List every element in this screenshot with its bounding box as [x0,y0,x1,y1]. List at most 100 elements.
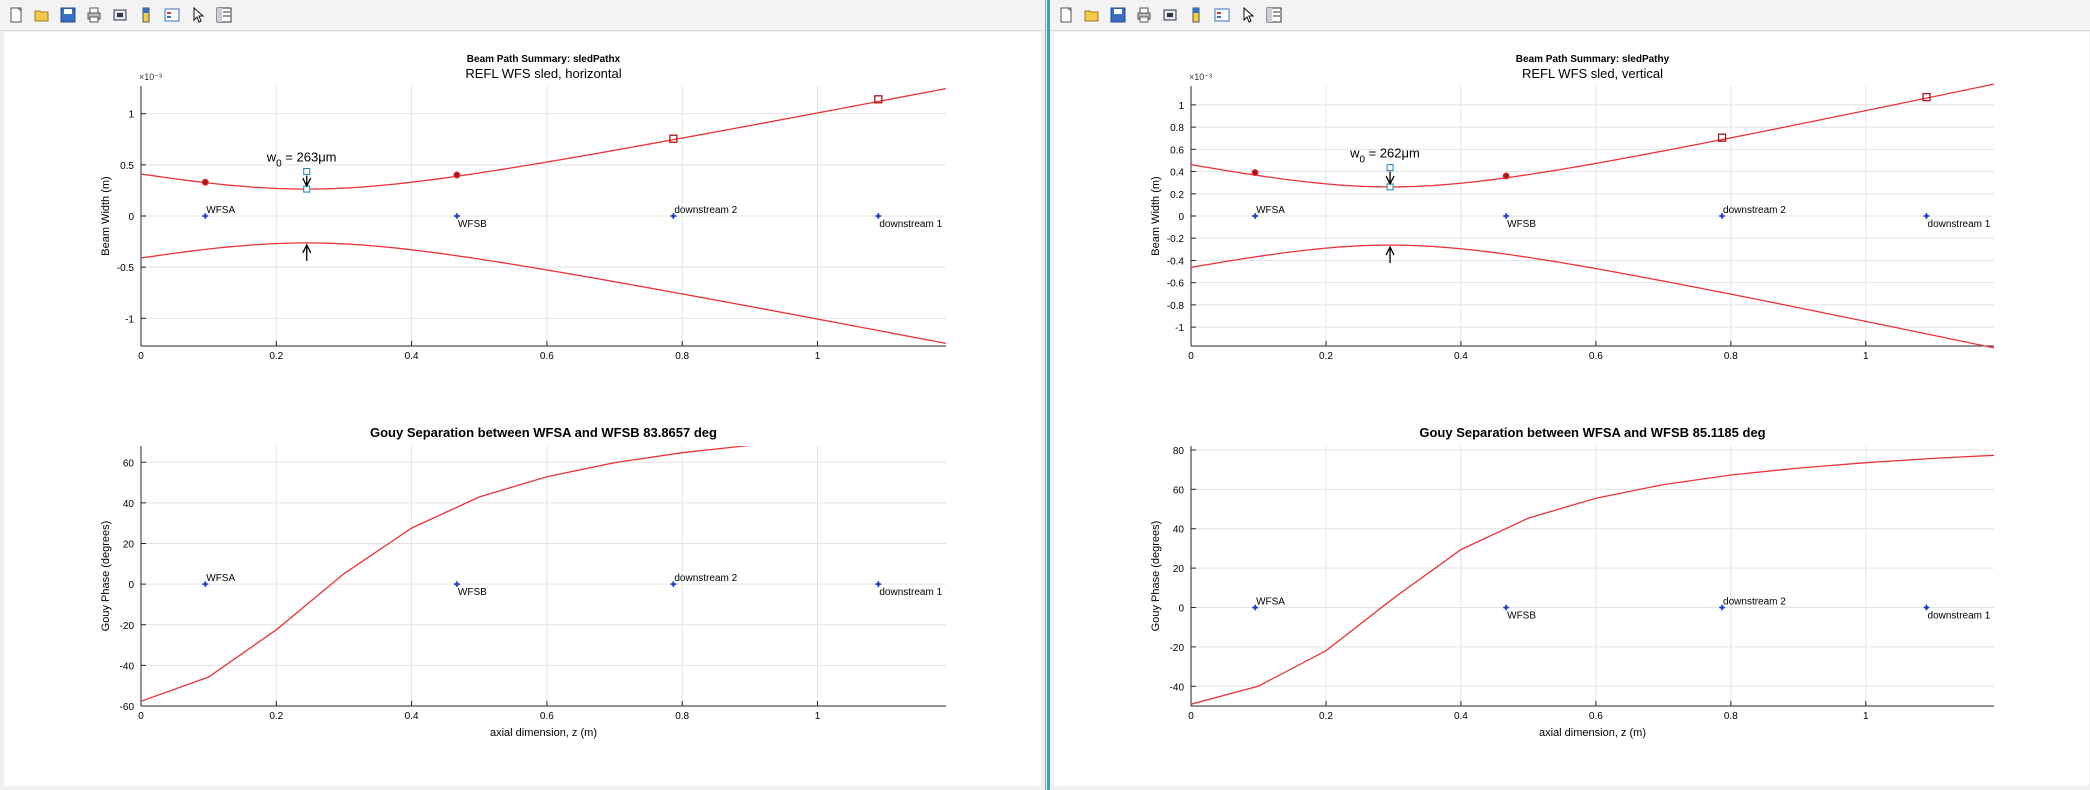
x-tick-label: 1 [815,711,821,722]
y-tick-label: 60 [1173,485,1185,496]
beam-width-plot: 0 0.2 0.4 0.6 0.8 1 -1 -0.5 0 0.5 1 Beam Width (m) w… [100,72,947,362]
y-axis-label: Beam Width (m) [1150,176,1162,255]
new-figure-icon[interactable] [6,5,26,25]
y-tick-label: -0.5 [117,263,135,274]
x-tick-label: 0.8 [675,351,689,362]
property-editor-icon[interactable] [1264,5,1284,25]
y-tick-label: -40 [1170,682,1185,693]
y-tick-label: 40 [123,499,135,510]
chart-title: Gouy Separation between WFSA and WFSB 85… [1419,425,1765,440]
x-tick-label: 0.8 [675,711,689,722]
component-beam-marker [1717,133,1727,142]
x-tick-label: 0.4 [405,351,419,362]
component-marker-dot [203,214,208,218]
y-tick-label: -1 [1175,323,1184,334]
print-preview-icon[interactable] [110,5,130,25]
waist-arrow-upper [302,175,312,188]
component-beam-marker [874,95,883,104]
pointer-icon[interactable] [1238,5,1258,25]
figure-toolbar [0,0,1045,31]
component-label: downstream 1 [1928,219,1991,230]
y-tick-label: -0.6 [1167,279,1185,290]
y-scale-exponent: ×10⁻³ [1189,72,1212,82]
chart-title: Gouy Separation between WFSA and WFSB 83… [370,425,717,440]
component-label: WFSB [1507,611,1536,622]
component-marker-dot [671,582,676,586]
x-tick-label: 0.6 [540,711,554,722]
component-beam-marker [1922,92,1931,102]
y-tick-label: 0.6 [1170,145,1184,156]
print-icon[interactable] [84,5,104,25]
figure-toolbar [1050,0,2090,31]
pointer-icon[interactable] [188,5,208,25]
component-marker-dot [876,582,881,586]
x-tick-label: 0.2 [269,351,283,362]
component-marker-dot [1720,605,1724,610]
figure-canvas: Beam Path Summary: sledPathy REFL WFS sle… [1054,32,2089,786]
component-marker-dot [1253,605,1257,610]
x-tick-label: 0.8 [1724,711,1738,722]
component-beam-marker [201,178,209,186]
y-tick-label: 40 [1173,525,1185,536]
component-label: downstream 2 [1723,597,1786,608]
component-label: WFSB [458,587,487,598]
colorbar-icon[interactable] [136,5,156,25]
component-beam-marker [1251,169,1259,177]
new-figure-icon[interactable] [1056,5,1076,25]
y-tick-label: 0 [128,580,134,591]
y-tick-label: -20 [120,621,135,632]
waist-marker-upper [1386,164,1394,172]
component-label: WFSA [206,205,235,216]
y-tick-label: 0.5 [120,161,134,172]
legend-icon[interactable] [1212,5,1232,25]
open-file-icon[interactable] [1082,5,1102,25]
x-tick-label: 0.2 [269,711,283,722]
component-marker-dot [1924,214,1929,218]
save-icon[interactable] [58,5,78,25]
y-tick-label: 1 [128,110,134,121]
waist-arrow-upper [1385,171,1395,186]
component-label: WFSA [1256,205,1285,216]
figure-window-right: Beam Path Summary: sledPathy REFL WFS sle… [1047,0,2090,790]
gouy-phase-curve [141,446,751,702]
component-label: WFSA [206,573,235,584]
gouy-phase-plot: 0 0.2 0.4 0.6 0.8 1 -60 -40 -20 0 20 40 60 Gouy Phase… [100,446,946,739]
component-label: downstream 2 [1723,205,1786,216]
component-marker-dot [671,214,676,218]
legend-icon[interactable] [162,5,182,25]
chart-title: Beam Path Summary: sledPathy [1516,54,1670,65]
y-tick-label: 60 [123,458,135,469]
print-icon[interactable] [1134,5,1154,25]
open-file-icon[interactable] [32,5,52,25]
property-editor-icon[interactable] [214,5,234,25]
beam-width-plot: 0 0.2 0.4 0.6 0.8 1 -1 -0.8 -0.6 -0.4 -0.2 0 0.2 0.4 0… [1150,72,1995,362]
component-beam-marker [1502,172,1510,180]
y-axis-label: Beam Width (m) [100,176,112,255]
y-scale-exponent: ×10⁻³ [139,72,162,82]
x-tick-label: 0.2 [1319,711,1333,722]
waist-arrow-lower [1385,245,1395,264]
save-icon[interactable] [1108,5,1128,25]
y-tick-label: 0 [1178,604,1184,615]
x-tick-label: 0.4 [405,711,419,722]
component-label: downstream 2 [674,205,737,216]
x-tick-label: 0.6 [540,351,554,362]
gouy-phase-curve [1191,454,1994,705]
x-tick-label: 0.4 [1454,711,1468,722]
x-tick-label: 0 [1188,351,1194,362]
x-tick-label: 0 [1188,711,1194,722]
x-axis-label: axial dimension, z (m) [1539,727,1646,739]
beam-upper-envelope [140,87,947,190]
component-beam-marker [669,134,678,143]
x-tick-label: 0 [138,711,144,722]
y-tick-label: 0 [1178,212,1184,223]
component-beam-marker [453,171,461,179]
y-tick-label: -0.4 [1167,256,1185,267]
plot-area [141,446,946,706]
component-marker-dot [455,214,459,218]
y-axis-label: Gouy Phase (degrees) [100,521,112,632]
print-preview-icon[interactable] [1160,5,1180,25]
colorbar-icon[interactable] [1186,5,1206,25]
chart-title: Beam Path Summary: sledPathx [467,54,621,65]
